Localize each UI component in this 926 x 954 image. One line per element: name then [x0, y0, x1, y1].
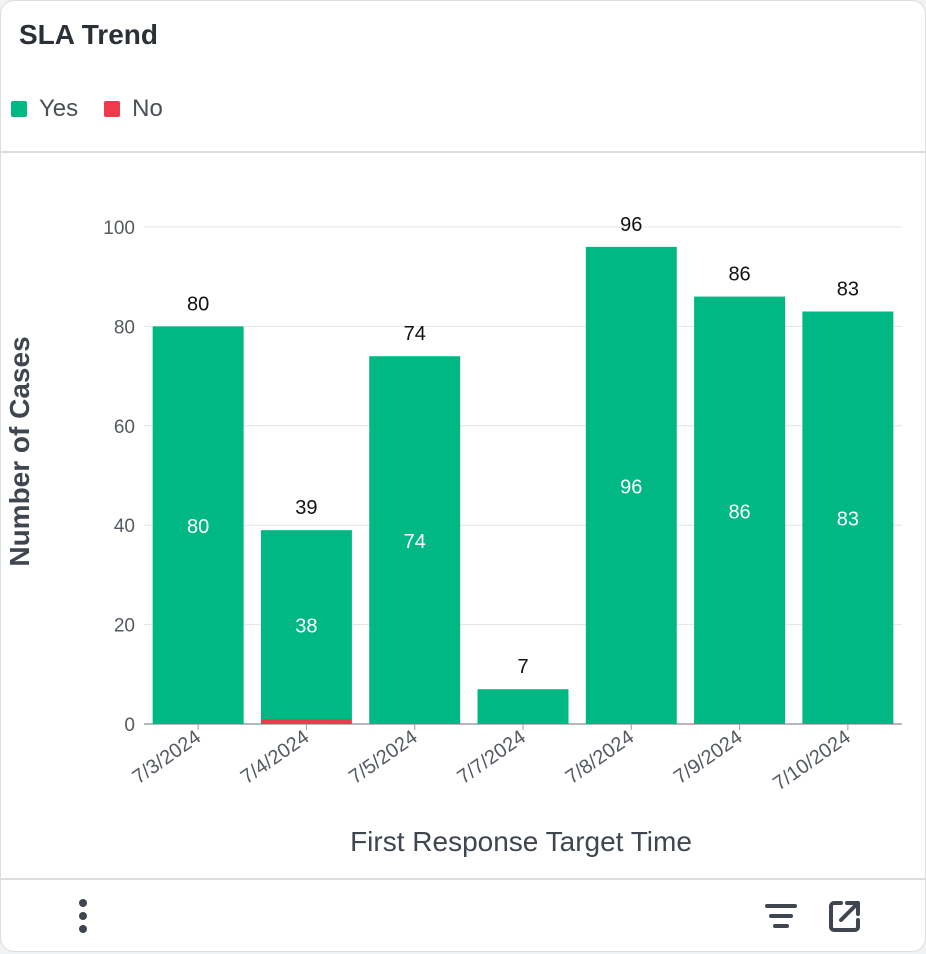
y-tick-label: 0: [124, 715, 135, 736]
y-tick-label: 20: [114, 616, 135, 637]
legend-item-yes[interactable]: Yes: [11, 95, 78, 123]
legend-swatch-no: [104, 101, 121, 117]
header-divider: [1, 151, 925, 153]
bar-total-label: 83: [837, 278, 859, 300]
filter-button[interactable]: [759, 894, 803, 938]
x-tick-label: 7/8/2024: [562, 726, 638, 789]
x-axis-title: First Response Target Time: [350, 826, 692, 857]
bar-segment-label: 86: [728, 501, 750, 523]
legend-label-yes: Yes: [39, 95, 79, 122]
bar-segment-yes[interactable]: [694, 296, 786, 724]
bar-segment-no[interactable]: [260, 719, 352, 724]
legend-swatch-yes: [11, 101, 27, 117]
bar-segment-yes[interactable]: [152, 326, 244, 724]
y-tick-label: 40: [114, 516, 135, 537]
bar-segment-yes[interactable]: [585, 246, 677, 724]
open-in-new-button[interactable]: [823, 894, 867, 938]
x-tick-label: 7/4/2024: [237, 726, 313, 789]
more-options-button[interactable]: [63, 894, 103, 938]
bar-total-label: 7: [517, 656, 528, 678]
bar-segment-label: 83: [837, 509, 859, 531]
bar-segment-yes[interactable]: [260, 530, 352, 720]
bar-segment-label: 74: [404, 531, 426, 553]
x-tick-label: 7/9/2024: [670, 726, 746, 789]
x-tick-label: 7/10/2024: [769, 726, 855, 795]
bar-segment-label: 96: [620, 476, 642, 498]
bar-segment-label: 38: [295, 616, 317, 638]
chart-legend: Yes No: [11, 95, 163, 123]
x-tick-label: 7/3/2024: [129, 726, 205, 789]
y-axis-title: Number of Cases: [4, 336, 35, 566]
widget-title: SLA Trend: [19, 19, 158, 50]
bar-segment-yes[interactable]: [369, 356, 461, 724]
bar-segment-label: 80: [187, 516, 209, 538]
more-vertical-icon: [79, 899, 87, 933]
bar-total-label: 74: [404, 323, 426, 345]
legend-label-no: No: [132, 95, 163, 122]
bar-total-label: 80: [187, 293, 209, 315]
x-tick-label: 7/7/2024: [453, 726, 529, 789]
bar-total-label: 96: [620, 214, 642, 236]
stacked-bar-chart: 0 20 40 60 80 100 80 80 7/3/2024 38 39 7/4/2024 74 74…: [4, 214, 902, 857]
filter-lines-icon: [765, 904, 797, 928]
y-tick-label: 60: [114, 417, 135, 438]
bar-total-label: 86: [728, 264, 750, 286]
bar-segment-yes[interactable]: [477, 689, 569, 724]
legend-item-no[interactable]: No: [104, 95, 163, 123]
footer-divider: [1, 878, 925, 880]
y-tick-label: 80: [114, 317, 135, 338]
x-tick-label: 7/5/2024: [345, 726, 421, 789]
y-tick-label: 100: [103, 218, 135, 239]
bar-total-label: 39: [295, 497, 317, 519]
bar-segment-yes[interactable]: [802, 311, 894, 724]
external-link-icon: [829, 901, 860, 932]
